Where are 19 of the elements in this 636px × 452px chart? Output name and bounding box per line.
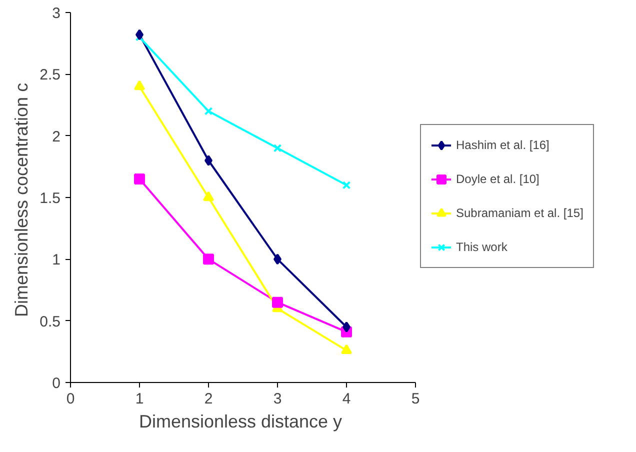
x-tick-label: 2 <box>204 390 213 408</box>
x-tick-label: 3 <box>273 390 282 408</box>
y-tick-label: 0 <box>52 375 60 392</box>
legend-label: Doyle et al. [10] <box>456 172 540 186</box>
y-tick-label: 2 <box>52 128 60 146</box>
legend-label: Hashim et al. [16] <box>456 138 550 152</box>
y-axis-title: Dimensionless cocentration c <box>12 82 32 318</box>
x-tick-label: 0 <box>66 390 75 408</box>
x-tick-label: 5 <box>411 390 420 408</box>
x-axis-title: Dimensionless distance y <box>138 412 342 432</box>
y-tick-label: 1.5 <box>40 190 61 207</box>
y-tick-label: 3 <box>52 5 60 22</box>
legend-label: Subramaniam et al. [15] <box>456 206 584 220</box>
legend-label: This work <box>456 240 508 254</box>
y-tick-label: 1 <box>52 252 60 269</box>
y-tick-label: 0.5 <box>40 313 61 330</box>
x-tick-label: 4 <box>342 390 351 408</box>
x-tick-label: 1 <box>135 390 144 408</box>
y-tick-label: 2.5 <box>40 66 61 84</box>
